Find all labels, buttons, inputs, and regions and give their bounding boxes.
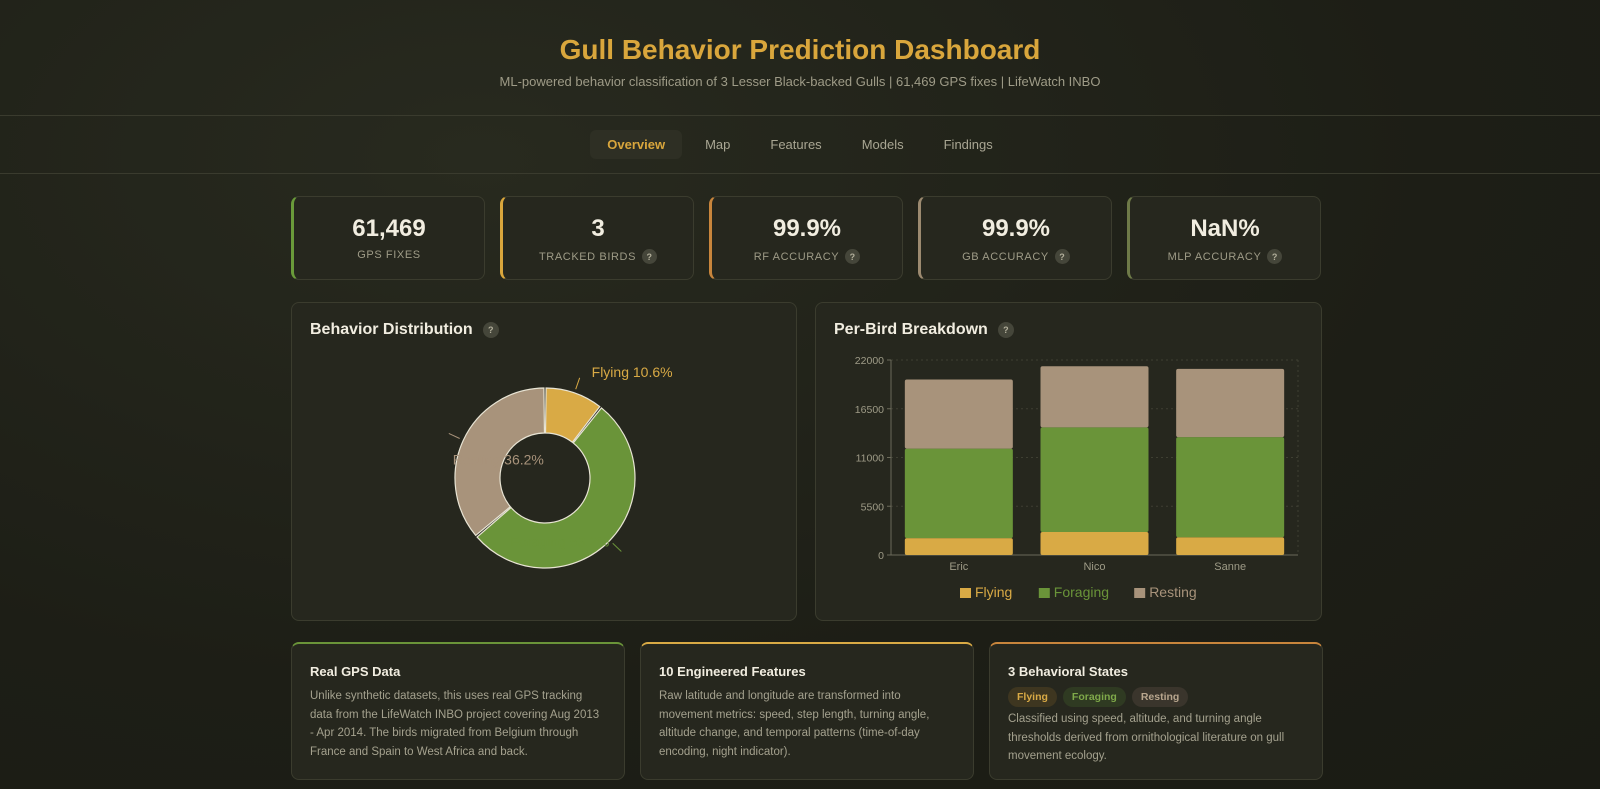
kpi-value: 99.9% [981, 215, 1051, 242]
kpi-value: 61,469 [352, 215, 426, 242]
info-card-features: 10 Engineered Features Raw latitude and … [640, 642, 974, 780]
donut-slice-flying [544, 387, 601, 444]
panel-title: Per-Bird Breakdown [834, 321, 988, 338]
kpi-label-wrap: GPS FIXES [294, 249, 484, 261]
card-text: Classified using speed, altitude, and tu… [1008, 713, 1285, 762]
donut-chart: Flying 10.6% Foraging 53.2% Resting 36.2% [448, 364, 673, 569]
kpi-card-rf-accuracy: 99.9% RF ACCURACY? [709, 196, 903, 280]
donut-label-foraging: Foraging 53.2% [511, 534, 610, 550]
card-text: Unlike synthetic datasets, this uses rea… [310, 690, 600, 758]
chip-foraging: Foraging [1062, 687, 1126, 707]
bar-sanne-flying [1176, 537, 1285, 555]
bar-eric-resting [904, 379, 1013, 449]
y-tick-label: 0 [878, 550, 884, 562]
panel-title: Behavior Distribution [310, 321, 473, 338]
legend-swatch-resting [1134, 588, 1146, 598]
tab-map[interactable]: Map [705, 137, 731, 152]
y-tick-label: 16500 [855, 404, 884, 416]
legend-label-foraging: Foraging [1054, 584, 1109, 600]
chip-flying: Flying [1008, 687, 1057, 707]
x-tick-label: Eric [949, 561, 968, 573]
help-icon[interactable]: ? [642, 249, 658, 264]
kpi-label-wrap: MLP ACCURACY? [1130, 249, 1320, 264]
page-header: Gull Behavior Prediction Dashboard ML-po… [0, 0, 1600, 116]
kpi-value: 3 [591, 215, 605, 242]
page-subtitle: ML-powered behavior classification of 3 … [499, 74, 1101, 89]
bar-eric-flying [904, 538, 1013, 555]
donut-leader-foraging [612, 542, 622, 552]
kpi-card-gps-fixes: 61,469 GPS FIXES [291, 196, 485, 280]
kpi-label: MLP ACCURACY [1167, 250, 1262, 263]
kpi-row: 61,469 GPS FIXES 3 TRACKED BIRDS? 99.9% … [291, 196, 1321, 280]
donut-leader-flying [575, 377, 581, 390]
help-icon[interactable]: ? [1267, 249, 1283, 264]
kpi-label: GPS FIXES [357, 249, 421, 261]
y-tick-label: 22000 [855, 355, 884, 367]
kpi-label: GB ACCURACY [962, 250, 1049, 263]
per-bird-breakdown-panel: Per-Bird Breakdown? 0 5500 11000 16500 22000… [815, 302, 1322, 621]
bar-sanne-foraging [1176, 437, 1285, 538]
donut-slice-foraging [476, 407, 636, 569]
legend-label-flying: Flying [975, 584, 1012, 600]
donut-label-flying: Flying 10.6% [592, 364, 673, 380]
panel-title-wrap: Behavior Distribution? [310, 321, 499, 339]
state-chips: Flying Foraging Resting [1008, 687, 1304, 707]
kpi-label-wrap: GB ACCURACY? [921, 249, 1111, 264]
tab-overview[interactable]: Overview [590, 130, 683, 159]
page-title: Gull Behavior Prediction Dashboard [559, 34, 1041, 65]
info-card-gps-data: Real GPS Data Unlike synthetic datasets,… [291, 642, 625, 780]
kpi-card-gb-accuracy: 99.9% GB ACCURACY? [918, 196, 1112, 280]
card-title: 3 Behavioral States [1008, 664, 1128, 679]
kpi-label: RF ACCURACY [753, 250, 840, 263]
tab-findings[interactable]: Findings [943, 137, 993, 152]
card-title: 10 Engineered Features [659, 664, 806, 679]
bar-nico-resting [1040, 366, 1149, 428]
kpi-label: TRACKED BIRDS [538, 250, 637, 263]
help-icon[interactable]: ? [482, 322, 499, 338]
bar-nico-flying [1040, 531, 1149, 555]
stacked-bar-chart: 0 5500 11000 16500 22000 Eric Nico Sanne Flying F… [855, 355, 1299, 600]
legend-swatch-foraging [1038, 588, 1050, 598]
help-icon[interactable]: ? [845, 249, 861, 264]
help-icon[interactable]: ? [1054, 249, 1070, 264]
donut-label-resting: Resting 36.2% [453, 451, 544, 467]
x-tick-label: Sanne [1214, 561, 1246, 573]
donut-slice-resting [454, 387, 546, 537]
y-tick-label: 11000 [856, 453, 885, 465]
info-card-states: 3 Behavioral States Flying Foraging Rest… [989, 642, 1323, 780]
y-tick-label: 5500 [861, 501, 885, 513]
kpi-card-tracked-birds: 3 TRACKED BIRDS? [500, 196, 694, 280]
info-cards: Real GPS Data Unlike synthetic datasets,… [291, 642, 1323, 780]
legend-swatch-flying [960, 588, 971, 598]
panel-title-wrap: Per-Bird Breakdown? [834, 321, 1014, 339]
legend-label-resting: Resting [1149, 584, 1196, 600]
help-icon[interactable]: ? [997, 322, 1014, 338]
card-text: Raw latitude and longitude are transform… [659, 690, 930, 758]
kpi-label-wrap: TRACKED BIRDS? [503, 249, 693, 264]
behavior-distribution-panel: Behavior Distribution? Flying 10.6% Forag… [291, 302, 797, 621]
kpi-value: NaN% [1190, 215, 1260, 242]
bar-nico-foraging [1040, 427, 1149, 532]
chip-resting: Resting [1131, 687, 1189, 707]
bar-eric-foraging [904, 448, 1013, 539]
donut-leader-resting [448, 433, 460, 439]
kpi-card-mlp-accuracy: NaN% MLP ACCURACY? [1127, 196, 1321, 280]
kpi-value: 99.9% [772, 215, 842, 242]
bar-sanne-resting [1176, 368, 1285, 438]
card-title: Real GPS Data [310, 664, 401, 679]
tab-features[interactable]: Features [770, 137, 822, 152]
tab-models[interactable]: Models [861, 137, 904, 152]
x-tick-label: Nico [1083, 561, 1105, 573]
kpi-label-wrap: RF ACCURACY? [712, 249, 902, 264]
tab-bar: Overview Map Features Models Findings [0, 116, 1600, 174]
